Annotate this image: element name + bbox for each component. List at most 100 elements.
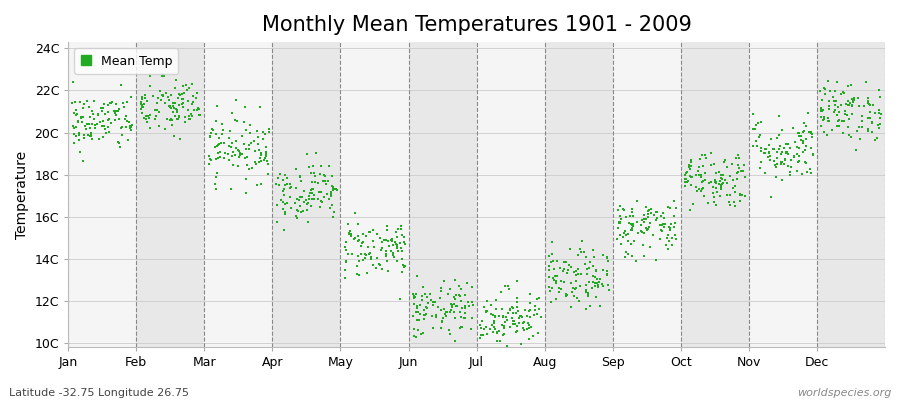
Point [520,320,535,326]
Point [865,118,879,125]
Point [804,129,818,136]
Point [794,137,808,143]
Point [637,218,652,225]
Point [440,291,454,297]
Point [803,166,817,172]
Point [120,98,134,105]
Point [453,309,467,315]
Point [65,100,79,106]
Point [712,169,726,176]
Point [161,97,176,103]
Point [531,330,545,336]
Point [546,258,561,264]
Point [304,179,319,186]
Point [82,104,96,110]
Point [311,180,326,186]
Point [214,120,229,127]
Point [704,162,718,168]
Point [284,204,298,211]
Point [229,138,243,144]
Point [613,218,627,225]
Point [683,207,698,214]
Point [706,194,721,200]
Point [373,262,387,269]
Point [864,128,878,135]
Point [112,106,126,112]
Point [351,238,365,244]
Bar [409,42,477,347]
Point [600,258,615,265]
Point [688,172,703,178]
Point [166,100,181,106]
Point [211,149,225,156]
Point [213,148,228,155]
Point [583,259,598,265]
Point [617,206,632,213]
Point [730,169,744,176]
Point [643,243,657,250]
Point [394,269,409,276]
Point [783,172,797,178]
Point [429,312,444,318]
Point [375,266,390,272]
Point [317,194,331,200]
Point [135,95,149,102]
Point [625,222,639,228]
Point [828,88,842,94]
Point [208,181,222,188]
Point [397,239,411,245]
Point [614,240,628,247]
Point [108,117,122,123]
Point [827,108,842,115]
Point [326,187,340,193]
Point [612,220,626,226]
Point [585,285,599,291]
Point [180,87,194,94]
Point [619,249,634,256]
Point [710,189,724,195]
Point [410,334,424,340]
Point [560,292,574,298]
Point [553,264,567,271]
Point [242,142,256,148]
Point [653,226,668,233]
Point [88,124,103,131]
Point [194,111,208,118]
Point [805,145,819,151]
Point [642,224,656,230]
Point [398,241,412,248]
Point [296,199,310,205]
Point [481,331,495,337]
Point [762,142,777,148]
Point [450,303,464,309]
Bar [613,42,680,347]
Point [500,310,515,316]
Point [161,103,176,109]
Point [152,109,166,115]
Point [588,280,602,286]
Point [279,199,293,206]
Point [86,116,101,123]
Point [814,108,829,114]
Point [658,242,672,248]
Point [171,95,185,101]
Point [101,123,115,130]
Point [834,118,849,124]
Point [682,165,697,172]
Point [522,336,536,342]
Point [108,109,122,115]
Point [156,72,170,78]
Point [269,181,284,188]
Point [418,290,433,297]
Point [257,131,272,137]
Point [352,237,366,243]
Point [445,302,459,308]
Point [250,140,265,147]
Point [530,311,544,318]
Point [84,132,98,138]
Point [339,247,354,253]
Point [125,122,140,128]
Point [176,100,190,106]
Point [355,240,369,246]
Point [526,332,540,339]
